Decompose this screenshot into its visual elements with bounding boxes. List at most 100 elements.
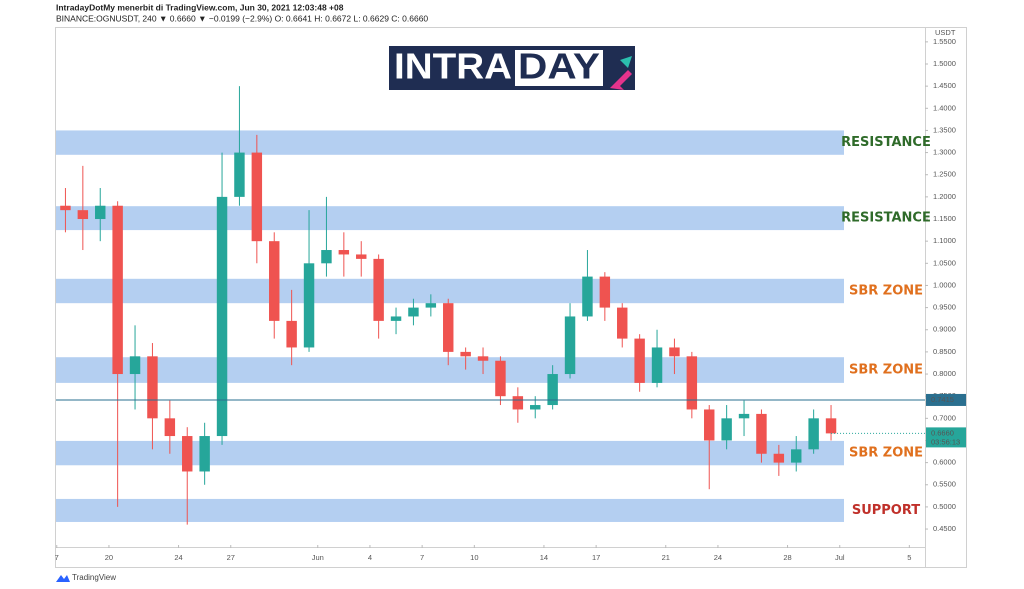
x-tick-label: 14: [540, 553, 548, 562]
last-price-label: 0.6660: [931, 428, 954, 437]
logo-left: INTRA: [394, 46, 512, 87]
zone-band: [56, 357, 844, 383]
zone-label: SBR ZONE: [849, 363, 923, 378]
y-tick-label: 0.8500: [933, 347, 956, 356]
candle-body: [721, 418, 732, 441]
candle-body: [251, 152, 263, 242]
y-tick-label: 1.1500: [933, 214, 956, 223]
price-line-tag: [926, 393, 966, 406]
candle-body: [164, 418, 176, 437]
zone-label: SBR ZONE: [849, 283, 923, 298]
logo-right: DAY: [518, 46, 600, 87]
y-tick-label: 1.5000: [933, 59, 956, 68]
y-tick-label: 0.4500: [933, 524, 956, 533]
candle-body: [216, 196, 228, 437]
footer-brand: TradingView: [56, 573, 116, 582]
candle-body: [147, 356, 158, 419]
candle-body: [512, 396, 524, 410]
x-tick-label: 17: [592, 553, 600, 562]
x-tick-label: 20: [105, 553, 113, 562]
candle-body: [460, 351, 471, 357]
candle-body: [129, 356, 141, 375]
x-tick-label: 7: [420, 553, 424, 562]
candle-body: [686, 356, 698, 410]
y-tick-label: 0.9000: [933, 325, 956, 334]
y-tick-label: 0.5000: [933, 502, 956, 511]
candle-body: [199, 436, 210, 472]
x-tick-label: 27: [227, 553, 235, 562]
candle-body: [547, 374, 558, 406]
zone-band: [56, 498, 844, 522]
footer-text: TradingView: [72, 573, 116, 582]
candle-body: [390, 316, 402, 321]
candle-body: [773, 453, 785, 463]
logo: INTRA DAY: [389, 46, 635, 90]
candle-body: [112, 205, 123, 375]
zone-band: [56, 278, 844, 304]
price-line-label: 0.7415: [931, 395, 954, 404]
candle-body: [530, 405, 541, 410]
candle-body: [408, 307, 419, 317]
currency-label: USDT: [935, 28, 956, 37]
candle-body: [234, 152, 245, 197]
x-tick-label: 24: [174, 553, 182, 562]
y-tick-label: 1.3000: [933, 148, 956, 157]
candle-body: [582, 276, 593, 317]
zone-label: RESISTANCE: [841, 211, 931, 226]
y-tick-label: 1.4500: [933, 81, 956, 90]
candle-body: [321, 250, 332, 264]
zone-label: RESISTANCE: [841, 135, 931, 150]
candle-body: [477, 356, 489, 361]
y-tick-label: 0.6000: [933, 458, 956, 467]
candle-body: [564, 316, 576, 375]
footer-logo: [56, 575, 70, 582]
candle-body: [495, 360, 506, 397]
candle-body: [373, 258, 384, 321]
x-tick-label: 7: [55, 553, 59, 562]
y-tick-label: 1.2500: [933, 170, 956, 179]
candle-body: [704, 409, 715, 441]
x-tick-label: 21: [662, 553, 670, 562]
logo-box: [515, 50, 603, 86]
x-tick-label: Jun: [312, 553, 324, 562]
candle-body: [791, 449, 802, 463]
y-tick-label: 1.5500: [933, 37, 956, 46]
zone-band: [56, 130, 844, 155]
x-tick-label: 24: [714, 553, 722, 562]
candle-body: [669, 347, 680, 357]
candle-body: [617, 307, 628, 339]
candle-body: [756, 413, 767, 454]
y-tick-label: 1.0000: [933, 280, 956, 289]
candle-body: [286, 320, 297, 348]
x-tick-label: 5: [907, 553, 911, 562]
candle-body: [77, 210, 89, 220]
candle-body: [338, 250, 350, 255]
x-tick-label: 4: [368, 553, 372, 562]
y-tick-label: 0.9500: [933, 303, 956, 312]
candle-body: [808, 418, 819, 450]
candle-body: [425, 303, 437, 308]
candle-body: [182, 436, 193, 472]
last-price-tag: [926, 427, 966, 448]
x-tick-label: Jul: [835, 553, 845, 562]
candle-body: [95, 205, 106, 220]
y-tick-label: 1.0500: [933, 258, 956, 267]
publisher-line: IntradayDotMy menerbit di TradingView.co…: [56, 2, 344, 12]
y-tick-label: 0.8000: [933, 369, 956, 378]
zone-band: [56, 206, 844, 231]
candle-body: [443, 303, 454, 352]
candle-body: [599, 276, 611, 308]
candle-body: [651, 347, 663, 383]
candle-body: [356, 254, 367, 259]
y-tick-label: 1.2000: [933, 192, 956, 201]
candle-body: [269, 241, 280, 321]
zone-label: SUPPORT: [852, 503, 920, 518]
candle-body: [634, 338, 645, 383]
y-tick-label: 0.5500: [933, 480, 956, 489]
candle-body: [738, 413, 750, 419]
y-tick-label: 0.7000: [933, 413, 956, 422]
countdown-label: 03:56:13: [931, 437, 960, 446]
logo-arrow-up: [606, 56, 632, 82]
